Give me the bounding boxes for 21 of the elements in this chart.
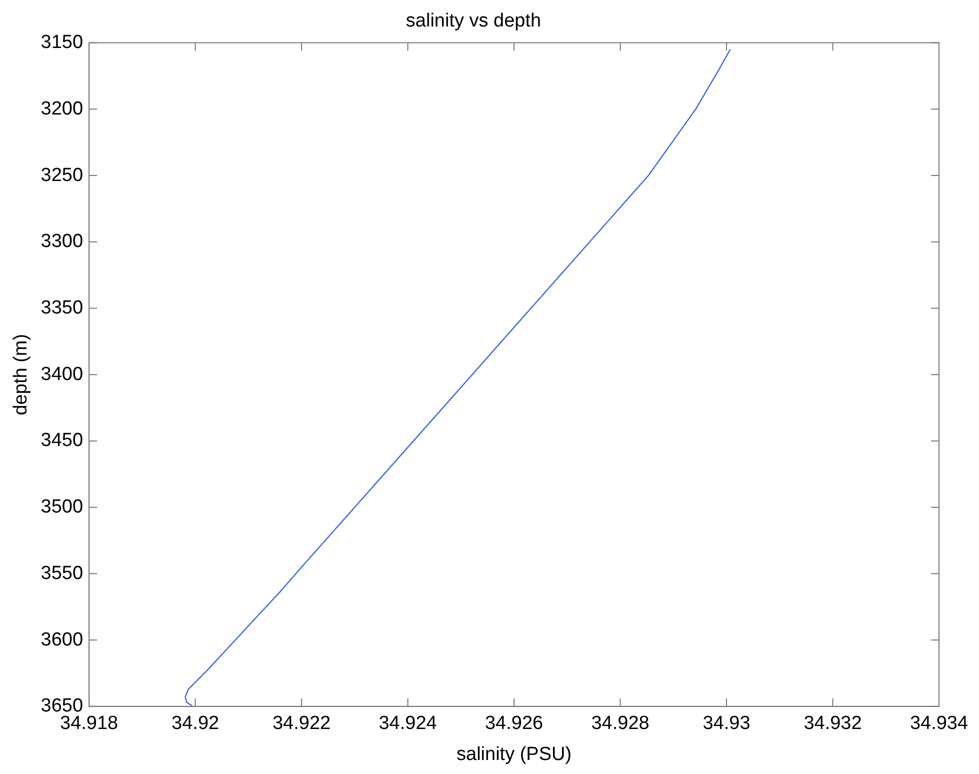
y-tick-label: 3200 <box>40 98 84 120</box>
y-tick-label: 3150 <box>40 32 84 54</box>
x-tick-label: 34.922 <box>272 713 331 734</box>
x-tick-label: 34.926 <box>484 713 544 734</box>
y-tick-label: 3500 <box>40 496 84 518</box>
chart-title: salinity vs depth <box>406 10 542 32</box>
x-tick-label: 34.928 <box>591 713 650 734</box>
y-tick-label: 3250 <box>40 164 84 186</box>
y-tick-label: 3400 <box>40 364 84 385</box>
x-axis-title: salinity (PSU) <box>456 744 572 765</box>
x-tick-label: 34.93 <box>702 713 750 734</box>
y-tick-label: 3300 <box>40 231 84 252</box>
y-tick-label: 3600 <box>40 629 84 650</box>
y-tick-label: 3450 <box>40 430 84 452</box>
x-tick-label: 34.934 <box>910 713 968 734</box>
y-tick-label: 3550 <box>40 562 84 584</box>
x-tick-label: 34.92 <box>172 713 220 734</box>
x-tick-label: 34.932 <box>804 713 862 734</box>
y-tick-label: 3350 <box>40 297 84 318</box>
x-tick-label: 34.924 <box>378 713 438 734</box>
y-axis-title: depth (m) <box>10 334 32 416</box>
